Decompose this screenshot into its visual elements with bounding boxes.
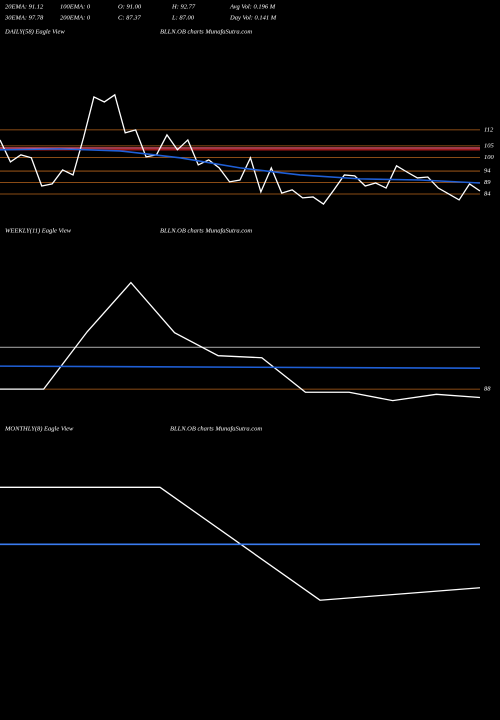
panel-source: BLLN.OB charts MunafaSutra.com: [160, 227, 252, 234]
header-stat: H: 92.77: [171, 3, 196, 10]
series-line: [0, 365, 481, 370]
y-tick-label: 89: [484, 179, 491, 186]
panel-source: BLLN.OB charts MunafaSutra.com: [160, 28, 252, 35]
y-tick-label: 94: [484, 168, 491, 175]
y-tick-label: 84: [484, 190, 491, 197]
header-stat: 100EMA: 0: [60, 3, 91, 10]
panel-title: WEEKLY(11) Eagle View: [5, 227, 72, 234]
y-tick-label: 100: [484, 154, 495, 161]
y-tick-label: 105: [484, 142, 495, 149]
panel-title: MONTHLY(8) Eagle View: [4, 425, 74, 432]
header-stat: L: 87.00: [171, 14, 195, 21]
y-tick-label: 88: [484, 386, 491, 393]
panel-source: BLLN.OB charts MunafaSutra.com: [170, 425, 262, 432]
header-stat: C: 87.37: [118, 14, 142, 21]
header-stat: 20EMA: 91.12: [5, 3, 44, 10]
y-tick-label: 112: [484, 126, 494, 133]
header-stat: 200EMA: 0: [60, 14, 91, 21]
series-line: [0, 281, 481, 402]
header-stat: Day Vol: 0.141 M: [229, 14, 277, 21]
header-stat: Avg Vol: 0.196 M: [229, 3, 276, 10]
header-stat: O: 91.00: [118, 3, 142, 10]
header-stat: 30EMA: 97.78: [4, 14, 44, 21]
series-line: [0, 148, 481, 184]
panel-title: DAILY(58) Eagle View: [4, 28, 65, 35]
